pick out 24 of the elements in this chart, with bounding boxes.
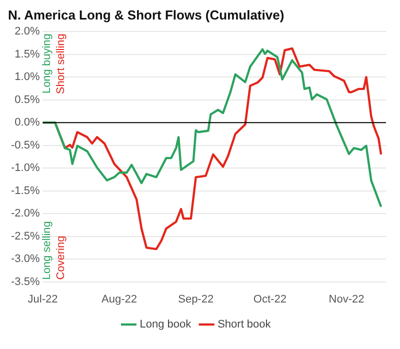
x-tick-label: Oct-22 <box>253 293 286 306</box>
annotation: Long selling <box>40 221 53 280</box>
y-tick-label: 1.0% <box>14 71 40 84</box>
x-tick-label: Aug-22 <box>102 293 138 306</box>
y-tick-label: -0.5% <box>10 139 40 152</box>
y-tick-label: 0.0% <box>14 116 40 129</box>
x-tick-label: Jul-22 <box>28 293 58 306</box>
legend-label: Short book <box>218 318 272 331</box>
y-tick-label: 1.5% <box>14 48 40 60</box>
y-tick-label: 0.5% <box>14 94 40 106</box>
chart-title: N. America Long & Short Flows (Cumulative) <box>8 7 284 22</box>
y-tick-label: -2.0% <box>10 208 40 220</box>
annotation: Short selling <box>54 34 67 94</box>
y-tick-label: -1.0% <box>10 162 40 174</box>
legend-label: Long book <box>140 318 192 331</box>
annotation: Long buying <box>40 34 53 94</box>
y-tick-label: -1.5% <box>10 184 40 197</box>
y-tick-label: -2.5% <box>10 230 40 242</box>
y-tick-label: 2.0% <box>14 26 40 38</box>
x-tick-label: Sep-22 <box>178 293 214 306</box>
annotation: Covering <box>54 236 67 280</box>
y-tick-label: -3.0% <box>10 253 40 266</box>
x-tick-label: Nov-22 <box>328 293 364 306</box>
y-tick-label: -3.5% <box>10 276 40 288</box>
